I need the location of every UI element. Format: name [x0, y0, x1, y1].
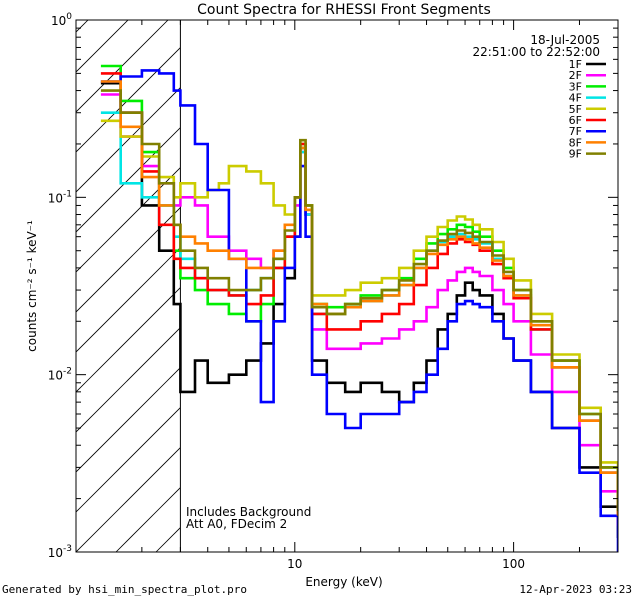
- legend-label-4F: 4F: [569, 92, 582, 105]
- y-tick-label: 10-1: [48, 189, 72, 205]
- legend-label-7F: 7F: [569, 125, 582, 138]
- legend-label-5F: 5F: [569, 103, 582, 116]
- chart-title: Count Spectra for RHESSI Front Segments: [197, 2, 491, 18]
- x-axis-label: Energy (keV): [305, 575, 382, 589]
- legend-label-6F: 6F: [569, 114, 582, 127]
- x-tick-label: 100: [502, 557, 525, 571]
- series-5F: [100, 119, 618, 507]
- plot-frame: [75, 19, 619, 553]
- legend-label-2F: 2F: [569, 69, 582, 82]
- legend-label-8F: 8F: [569, 136, 582, 149]
- annotation-background: Includes Background: [186, 505, 311, 519]
- legend-label-9F: 9F: [569, 148, 582, 161]
- date-label: 18-Jul-2005: [530, 33, 600, 47]
- legend-label-3F: 3F: [569, 80, 582, 93]
- generation-date-footer: 12-Apr-2023 03:23: [519, 583, 632, 596]
- x-tick-label: 10: [287, 557, 302, 571]
- axis-ticks: 10 100 10-3 10-2 10-1 100: [48, 12, 619, 571]
- y-tick-label: 100: [51, 12, 72, 28]
- series-1F: [100, 81, 618, 538]
- annotation-attenuator: Att A0, FDecim 2: [186, 517, 287, 531]
- series-9F: [100, 89, 618, 512]
- generated-by-footer: Generated by hsi_min_spectra_plot.pro: [2, 583, 248, 596]
- series-7F: [100, 69, 618, 552]
- series-2F: [100, 93, 618, 527]
- series-layer: [100, 64, 618, 552]
- y-axis-label: counts cm⁻² s⁻¹ keV⁻¹: [25, 220, 39, 352]
- time-range-label: 22:51:00 to 22:52:00: [473, 45, 600, 59]
- background-hatched-region: [76, 20, 181, 552]
- y-tick-label: 10-2: [48, 367, 72, 383]
- y-tick-label: 10-3: [48, 544, 72, 560]
- legend-label-1F: 1F: [569, 58, 582, 71]
